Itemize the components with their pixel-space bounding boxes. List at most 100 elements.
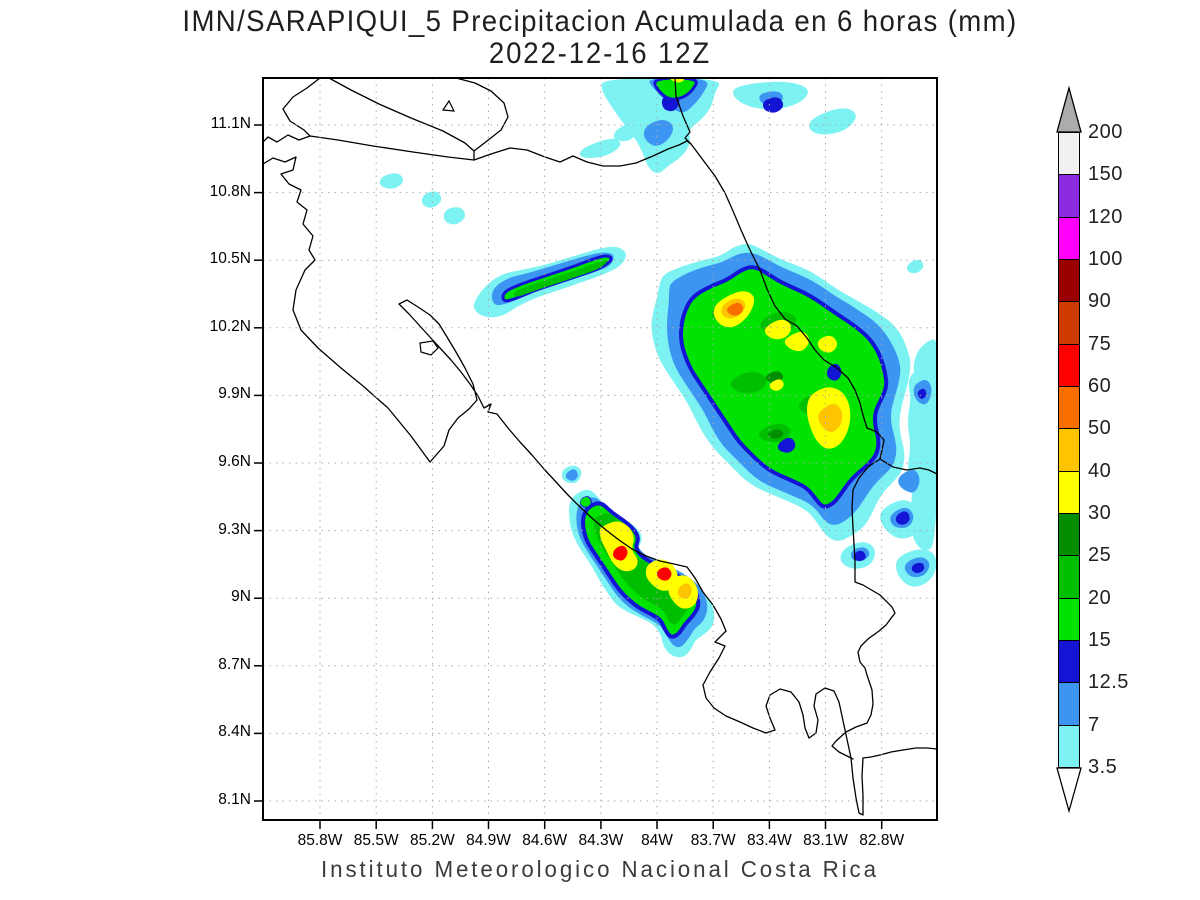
legend-color-box	[1058, 597, 1080, 641]
precip-blob	[379, 173, 403, 189]
legend-arrow-bottom-icon	[1056, 767, 1082, 814]
y-axis-label: 10.8N	[209, 182, 251, 200]
legend-color-box	[1058, 682, 1080, 726]
precip-blob	[907, 259, 924, 274]
legend-tick-label: 100	[1088, 247, 1123, 270]
precip-blob	[895, 511, 910, 525]
legend-color-box	[1058, 301, 1080, 345]
legend-color-box	[1058, 343, 1080, 387]
precip-blob	[809, 108, 856, 135]
legend-color-box	[1058, 470, 1080, 514]
y-axis-label: 9.6N	[218, 453, 251, 470]
precip-blob	[777, 437, 796, 453]
y-axis-label: 9N	[231, 588, 251, 606]
coastline	[309, 135, 692, 167]
x-axis-label: 83.7W	[690, 832, 736, 849]
precip-blob	[727, 302, 744, 316]
precip-blob	[579, 138, 621, 158]
coastline	[263, 156, 937, 816]
x-axis-label: 84.6W	[522, 832, 568, 849]
precip-blob	[898, 470, 920, 493]
precip-blob	[670, 78, 685, 83]
coastline	[455, 78, 509, 161]
x-axis-label: 85.5W	[353, 832, 399, 849]
legend-color-box	[1058, 428, 1080, 472]
y-axis-label: 8.4N	[218, 723, 251, 741]
y-axis-label: 9.3N	[218, 520, 251, 538]
map-title: IMN/SARAPIQUI_5 Precipitacion Acumulada …	[182, 5, 1018, 38]
legend-tick-label: 7	[1088, 713, 1100, 736]
legend-tick-label: 200	[1088, 121, 1123, 143]
legend-tick-label: 90	[1088, 290, 1112, 313]
precip-blob	[657, 567, 672, 581]
precip-blob	[421, 191, 442, 208]
y-axis-label: 10.5N	[209, 250, 251, 268]
legend-color-box	[1058, 512, 1080, 557]
legend-tick-label: 20	[1088, 586, 1112, 609]
legend-color-box	[1058, 258, 1080, 303]
legend-arrow-top-icon	[1056, 85, 1082, 133]
precip-blob	[853, 550, 866, 561]
footer-credit: Instituto Meteorologico Nacional Costa R…	[321, 856, 879, 882]
precip-blob	[818, 403, 843, 432]
x-axis-label: 82.8W	[859, 832, 905, 849]
precip-blob	[917, 388, 927, 399]
coastline	[674, 78, 937, 475]
coastline	[831, 458, 896, 760]
map-canvas	[254, 77, 938, 829]
coastline	[328, 78, 475, 152]
legend-color-box	[1058, 216, 1080, 260]
precip-blob	[677, 583, 692, 599]
legend-tick-label: 30	[1088, 501, 1112, 524]
precip-blob	[580, 497, 591, 507]
legend-tick-label: 40	[1088, 459, 1112, 482]
precip-blob	[767, 429, 784, 439]
precip-blob	[769, 379, 784, 391]
x-axis-label: 85.2W	[409, 832, 455, 849]
legend-tick-label: 50	[1088, 417, 1112, 440]
island-outline	[441, 99, 456, 112]
precip-blob	[817, 335, 837, 353]
precip-blob	[908, 367, 937, 550]
x-axis-label: 84W	[641, 832, 673, 849]
legend-tick-label: 75	[1088, 332, 1112, 355]
legend-color-box	[1058, 555, 1080, 599]
y-axis-label: 8.1N	[218, 791, 251, 808]
coastline	[263, 78, 321, 143]
legend-tick-label: 120	[1088, 205, 1123, 228]
precip-blob	[913, 339, 937, 392]
precip-blob	[730, 372, 767, 394]
legend-color-box	[1058, 639, 1080, 684]
map-subtitle: 2022-12-16 12Z	[488, 37, 712, 70]
map-layers	[263, 78, 937, 820]
x-axis-label: 84.9W	[466, 832, 511, 849]
x-axis-label: 83.1W	[803, 832, 848, 849]
precip-blob	[613, 545, 628, 561]
legend-tick-label: 15	[1088, 628, 1112, 651]
precip-blob	[643, 120, 673, 146]
legend-tick-label: 25	[1088, 544, 1112, 567]
legend-tick-label: 3.5	[1088, 755, 1118, 778]
legend-color-box	[1058, 174, 1080, 218]
precip-blob	[443, 207, 465, 225]
precip-blob	[784, 331, 809, 352]
legend-color-box	[1058, 132, 1080, 176]
y-axis-label: 8.7N	[218, 655, 251, 673]
y-axis-label: 9.9N	[218, 385, 251, 403]
x-axis-label: 83.4W	[746, 832, 792, 849]
x-axis-label: 84.3W	[578, 832, 624, 849]
precip-blob	[763, 97, 784, 113]
y-axis-label: 11.1N	[210, 115, 251, 132]
precip-blob	[565, 469, 578, 481]
legend-tick-label: 150	[1088, 163, 1123, 186]
x-axis-label: 85.8W	[297, 832, 343, 849]
legend-tick-label: 60	[1088, 374, 1112, 397]
y-axis-label: 10.2N	[209, 317, 251, 335]
legend-color-box	[1058, 385, 1080, 430]
legend-color-box	[1058, 724, 1080, 768]
island-outline	[419, 340, 439, 356]
precip-blob	[613, 124, 639, 142]
precip-blob	[513, 260, 607, 297]
precip-blob	[911, 562, 925, 573]
